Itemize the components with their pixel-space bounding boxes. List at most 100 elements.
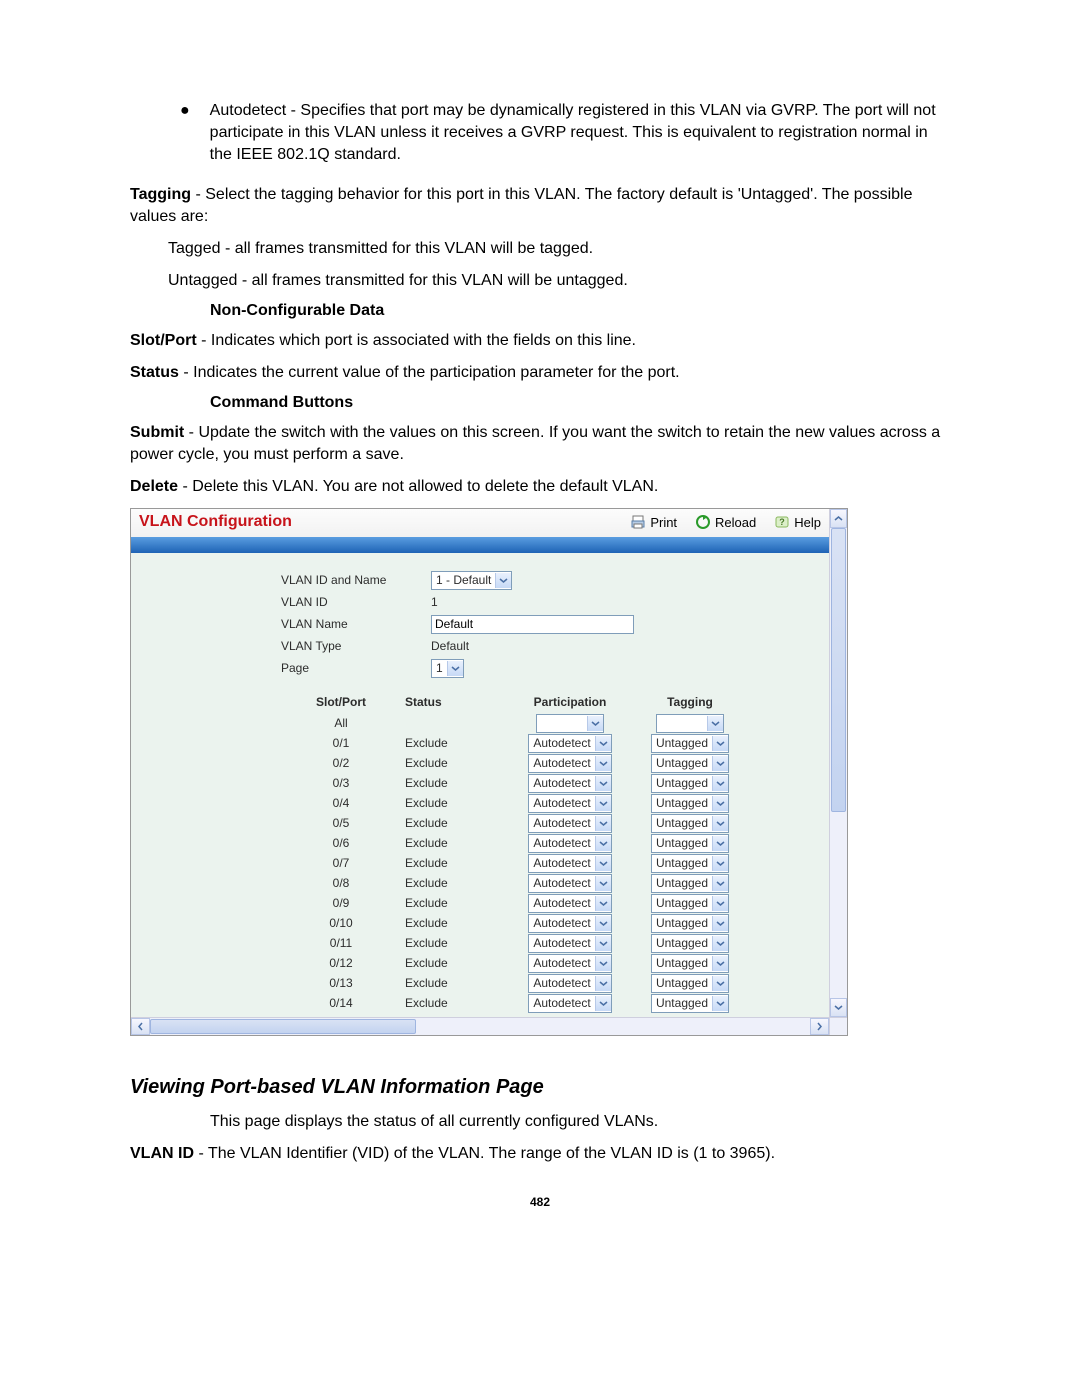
- scroll-up-button[interactable]: [830, 509, 847, 528]
- participation-value: Autodetect: [533, 896, 590, 910]
- participation-select[interactable]: Autodetect: [528, 774, 611, 793]
- cell-slot: 0/12: [281, 956, 401, 970]
- chevron-down-icon: [712, 956, 728, 971]
- panel-header: VLAN Configuration Print Reload: [131, 509, 829, 537]
- port-table-header: Slot/Port Status Participation Tagging: [281, 691, 819, 713]
- scroll-track[interactable]: [150, 1018, 810, 1035]
- bullet-label: Autodetect: [210, 102, 287, 119]
- chevron-down-icon: [707, 716, 723, 731]
- tagging-select[interactable]: Untagged: [651, 974, 729, 993]
- chevron-down-icon: [595, 836, 611, 851]
- vlan-config-screenshot: VLAN Configuration Print Reload: [130, 508, 848, 1036]
- tagging-select[interactable]: Untagged: [651, 874, 729, 893]
- cell-slot: 0/9: [281, 896, 401, 910]
- tagging-select[interactable]: Untagged: [651, 774, 729, 793]
- cell-slot: 0/3: [281, 776, 401, 790]
- participation-select[interactable]: Autodetect: [528, 874, 611, 893]
- chevron-down-icon: [595, 776, 611, 791]
- chevron-down-icon: [495, 573, 511, 588]
- tagging-select[interactable]: Untagged: [651, 834, 729, 853]
- nonconfig-heading: Non-Configurable Data: [210, 302, 950, 320]
- participation-value: Autodetect: [533, 976, 590, 990]
- tagging-select[interactable]: Untagged: [651, 754, 729, 773]
- cell-slot: 0/13: [281, 976, 401, 990]
- participation-select[interactable]: Autodetect: [528, 814, 611, 833]
- tagging-value: Untagged: [656, 796, 708, 810]
- tagging-select[interactable]: Untagged: [651, 814, 729, 833]
- participation-select[interactable]: Autodetect: [528, 854, 611, 873]
- tagging-text: - Select the tagging behavior for this p…: [130, 186, 913, 225]
- tagging-select[interactable]: Untagged: [651, 794, 729, 813]
- table-row-all: All: [281, 713, 819, 733]
- chevron-down-icon: [447, 661, 463, 676]
- tagging-select[interactable]: Untagged: [651, 854, 729, 873]
- chevron-down-icon: [712, 816, 728, 831]
- scroll-right-button[interactable]: [810, 1018, 829, 1035]
- table-row: 0/3Exclude Autodetect Untagged: [281, 773, 819, 793]
- participation-select[interactable]: Autodetect: [528, 794, 611, 813]
- tagging-select[interactable]: Untagged: [651, 994, 729, 1013]
- reload-icon: [695, 514, 711, 530]
- vlan-name-input[interactable]: [431, 615, 634, 634]
- participation-select[interactable]: Autodetect: [528, 974, 611, 993]
- chevron-down-icon: [595, 756, 611, 771]
- table-row: 0/10ExcludeAutodetectUntagged: [281, 913, 819, 933]
- tagging-select[interactable]: Untagged: [651, 914, 729, 933]
- tagging-select[interactable]: Untagged: [651, 954, 729, 973]
- page-value: 1: [436, 661, 443, 675]
- participation-value: Autodetect: [533, 776, 590, 790]
- bullet-content: Autodetect - Specifies that port may be …: [210, 100, 950, 166]
- submit-label: Submit: [130, 424, 184, 441]
- tagging-value: Untagged: [656, 956, 708, 970]
- tagging-select[interactable]: Untagged: [651, 934, 729, 953]
- cell-slot: 0/2: [281, 756, 401, 770]
- chevron-down-icon: [712, 976, 728, 991]
- participation-select[interactable]: Autodetect: [528, 834, 611, 853]
- tagging-para: Tagging - Select the tagging behavior fo…: [130, 184, 950, 228]
- participation-select[interactable]: Autodetect: [528, 934, 611, 953]
- tagging-select[interactable]: Untagged: [651, 894, 729, 913]
- chevron-down-icon: [595, 736, 611, 751]
- reload-label: Reload: [715, 515, 756, 530]
- horizontal-scrollbar[interactable]: [131, 1017, 847, 1035]
- reload-button[interactable]: Reload: [695, 514, 756, 530]
- scroll-track[interactable]: [830, 528, 847, 998]
- chevron-down-icon: [595, 996, 611, 1011]
- all-tagging-select[interactable]: [656, 714, 724, 733]
- participation-value: Autodetect: [533, 956, 590, 970]
- scroll-down-button[interactable]: [830, 998, 847, 1017]
- tagging-value: Untagged: [656, 776, 708, 790]
- scroll-thumb[interactable]: [831, 528, 846, 812]
- participation-select[interactable]: Autodetect: [528, 734, 611, 753]
- chevron-down-icon: [595, 876, 611, 891]
- table-row: 0/2ExcludeAutodetectUntagged: [281, 753, 819, 773]
- table-row: 0/8ExcludeAutodetectUntagged: [281, 873, 819, 893]
- help-button[interactable]: ? Help: [774, 514, 821, 530]
- participation-select[interactable]: Autodetect: [528, 894, 611, 913]
- cell-status: Exclude: [401, 776, 505, 790]
- cell-status: Exclude: [401, 816, 505, 830]
- participation-select[interactable]: Autodetect: [528, 994, 611, 1013]
- vertical-scrollbar[interactable]: [829, 509, 847, 1017]
- participation-select[interactable]: Autodetect: [528, 914, 611, 933]
- participation-select[interactable]: Autodetect: [528, 954, 611, 973]
- print-button[interactable]: Print: [630, 514, 677, 530]
- participation-select[interactable]: Autodetect: [528, 754, 611, 773]
- bullet-marker: ●: [180, 100, 190, 122]
- delete-text: - Delete this VLAN. You are not allowed …: [178, 478, 658, 495]
- table-row: 0/7Exclude Autodetect Untagged: [281, 853, 819, 873]
- viewing-desc: This page displays the status of all cur…: [210, 1111, 950, 1133]
- vlan-name-label: VLAN Name: [281, 617, 431, 631]
- vlan-idname-select[interactable]: 1 - Default: [431, 571, 512, 590]
- tagging-value: Untagged: [656, 936, 708, 950]
- cell-slot: 0/7: [281, 856, 401, 870]
- cell-status: Exclude: [401, 856, 505, 870]
- blue-band: [131, 537, 829, 553]
- scroll-thumb[interactable]: [150, 1019, 416, 1034]
- scroll-left-button[interactable]: [131, 1018, 150, 1035]
- chevron-down-icon: [712, 896, 728, 911]
- all-participation-select[interactable]: [536, 714, 604, 733]
- vlan-idname-label: VLAN ID and Name: [281, 573, 431, 587]
- tagging-select[interactable]: Untagged: [651, 734, 729, 753]
- page-select[interactable]: 1: [431, 659, 464, 678]
